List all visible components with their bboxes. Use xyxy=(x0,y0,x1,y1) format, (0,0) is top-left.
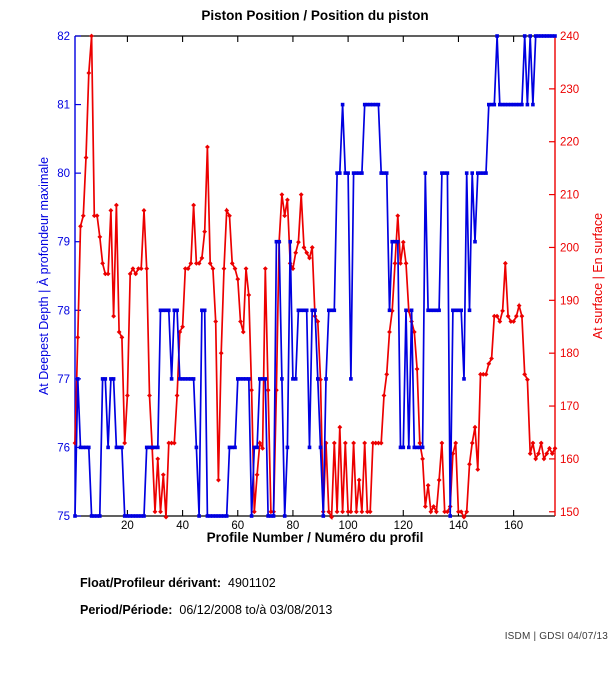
svg-text:230: 230 xyxy=(560,84,579,96)
svg-text:76: 76 xyxy=(57,442,70,454)
svg-text:240: 240 xyxy=(560,31,579,43)
piston-position-chart: 20 40 60 80 100 120 140 160 75 76 77 78 79 80 81 82 150 1… xyxy=(57,31,579,532)
svg-text:160: 160 xyxy=(504,520,523,532)
svg-text:120: 120 xyxy=(394,520,413,532)
svg-text:82: 82 xyxy=(57,31,70,43)
svg-text:75: 75 xyxy=(57,511,70,523)
svg-text:80: 80 xyxy=(57,168,70,180)
svg-text:40: 40 xyxy=(176,520,189,532)
period-line: Period/Période: 06/12/2008 to/à 03/08/201… xyxy=(80,603,332,617)
svg-text:190: 190 xyxy=(560,295,579,307)
svg-text:80: 80 xyxy=(287,520,300,532)
svg-text:150: 150 xyxy=(560,507,579,519)
svg-text:180: 180 xyxy=(560,348,579,360)
svg-text:60: 60 xyxy=(231,520,244,532)
period-label: Period/Période: xyxy=(80,603,173,617)
svg-text:200: 200 xyxy=(560,242,579,254)
svg-text:170: 170 xyxy=(560,401,579,413)
float-id-value: 4901102 xyxy=(228,576,276,590)
svg-text:20: 20 xyxy=(121,520,134,532)
left-axis-label: At Deepest Depth | À profondeur maximale xyxy=(37,156,51,396)
right-axis-label: At surface | En surface xyxy=(591,212,605,340)
float-id-label: Float/Profileur dérivant: xyxy=(80,576,221,590)
credit-text: ISDM | GDSI 04/07/13 xyxy=(504,631,608,642)
svg-text:81: 81 xyxy=(57,100,70,112)
svg-text:140: 140 xyxy=(449,520,468,532)
svg-text:210: 210 xyxy=(560,190,579,202)
period-value: 06/12/2008 to/à 03/08/2013 xyxy=(179,603,333,617)
float-id-line: Float/Profileur dérivant: 4901102 xyxy=(80,576,276,590)
chart-title: Piston Position / Position du piston xyxy=(201,8,429,23)
svg-text:78: 78 xyxy=(57,305,70,317)
svg-text:79: 79 xyxy=(57,237,70,249)
svg-text:77: 77 xyxy=(57,374,70,386)
svg-text:220: 220 xyxy=(560,137,579,149)
x-axis-label: Profile Number / Numéro du profil xyxy=(206,530,424,545)
svg-text:160: 160 xyxy=(560,454,579,466)
svg-text:100: 100 xyxy=(339,520,358,532)
